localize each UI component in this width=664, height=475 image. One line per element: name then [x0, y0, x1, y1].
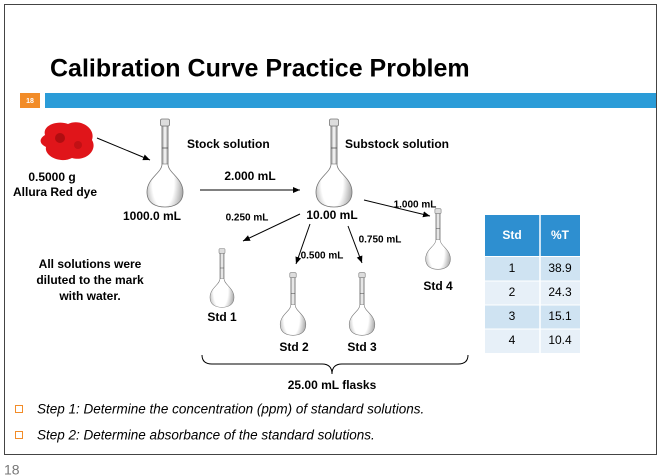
- std-label: Std 2: [279, 340, 309, 354]
- dye: [40, 122, 94, 161]
- brace: [201, 354, 469, 375]
- table-cell: 2: [509, 285, 516, 299]
- note: All solutions were: [39, 257, 142, 271]
- table-cell: 1: [509, 261, 516, 275]
- bullet: Step 1: Determine the concentration (ppm…: [37, 402, 424, 417]
- table-header-cell: %T: [551, 228, 570, 242]
- substock-label: Substock solution: [345, 137, 449, 151]
- arrow: [295, 223, 311, 265]
- transfer: 2.000 mL: [224, 169, 275, 183]
- table-row: [485, 305, 580, 329]
- title: Calibration Curve Practice Problem: [50, 55, 470, 83]
- slide-number: 18: [26, 98, 34, 105]
- bullet: Step 2: Determine absorbance of the stan…: [37, 428, 375, 443]
- table-cell: 10.4: [548, 333, 572, 347]
- aliquot: 0.500 mL: [301, 251, 344, 262]
- footer-number: 18: [4, 462, 20, 475]
- table-cell: 38.9: [548, 261, 572, 275]
- stock-label: Stock solution: [187, 137, 270, 151]
- note: with water.: [58, 289, 120, 303]
- std-label: Std 4: [423, 279, 453, 293]
- aliquot: 1.000 mL: [394, 200, 437, 211]
- number-box: [20, 93, 40, 108]
- table: Std %T 1 38.9 2 24.3 3 15.1 4 10.4: [485, 215, 580, 353]
- note: diluted to the mark: [36, 273, 144, 287]
- bullet-marker: [15, 431, 23, 439]
- header-bar: [45, 93, 656, 108]
- bullet-marker: [15, 405, 23, 413]
- table-row: [485, 281, 580, 305]
- arrow: [347, 225, 363, 264]
- dye-name: Allura Red dye: [13, 185, 97, 199]
- arrow: [96, 137, 151, 161]
- dye-mass: 0.5000 g: [28, 170, 75, 184]
- table-row: [485, 329, 580, 353]
- table-row: [485, 257, 580, 281]
- table-cell: 3: [509, 309, 516, 323]
- arrow: [242, 213, 301, 242]
- substock-volume: 10.00 mL: [306, 208, 357, 222]
- arrow: [363, 199, 431, 218]
- std-label: Std 1: [207, 310, 237, 324]
- table-cell: 4: [509, 333, 516, 347]
- aliquot: 0.750 mL: [359, 235, 402, 246]
- table-cell: 15.1: [548, 309, 572, 323]
- flasks-label: 25.00 mL flasks: [288, 378, 377, 392]
- table-header-cell: Std: [502, 228, 521, 242]
- stock-volume: 1000.0 mL: [123, 209, 181, 223]
- aliquot: 0.250 mL: [226, 213, 269, 224]
- table-header: [485, 215, 580, 256]
- std-label: Std 3: [347, 340, 377, 354]
- table-cell: 24.3: [548, 285, 572, 299]
